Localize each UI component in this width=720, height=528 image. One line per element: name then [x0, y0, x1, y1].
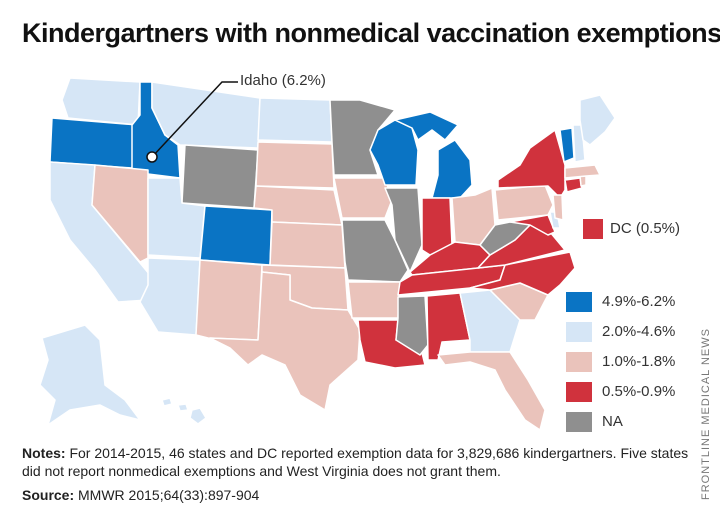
chart-title: Kindergartners with nonmedical vaccinati…: [22, 18, 720, 48]
state-mississippi: [395, 295, 429, 356]
state-oregon: [49, 117, 139, 169]
legend-swatch: [566, 322, 592, 342]
state-maine: [579, 94, 616, 146]
credit: FRONTLINE MEDICAL NEWS: [700, 328, 712, 500]
source: Source: MMWR 2015;64(33):897-904: [22, 487, 259, 503]
legend-label: 4.9%-6.2%: [602, 293, 676, 310]
state-south-dakota: [255, 141, 335, 189]
legend-label: 0.5%-0.9%: [602, 383, 676, 400]
state-florida: [437, 351, 546, 431]
state-michigan: [394, 111, 473, 199]
source-heading: Source:: [22, 487, 75, 503]
state-kansas: [269, 221, 346, 269]
state-texas: [209, 271, 361, 411]
state-maryland: [509, 214, 556, 236]
state-nevada: [91, 164, 149, 263]
state-vermont: [559, 127, 575, 163]
state-washington: [61, 77, 141, 126]
notes-text: For 2014-2015, 46 states and DC reported…: [22, 445, 689, 479]
source-text: MMWR 2015;64(33):897-904: [78, 487, 260, 503]
state-north-dakota: [257, 97, 333, 143]
legend-swatch: [566, 292, 592, 312]
state-hawaii: [161, 397, 207, 425]
legend-swatch: [566, 352, 592, 372]
idaho-callout-label: Idaho (6.2%): [240, 72, 326, 89]
notes: Notes: For 2014-2015, 46 states and DC r…: [22, 444, 702, 480]
idaho-callout-dot: [146, 151, 158, 163]
state-massachusetts: [564, 164, 601, 179]
state-arizona: [139, 257, 201, 336]
state-iowa: [333, 177, 393, 219]
legend-label: NA: [602, 413, 623, 430]
state-north-carolina: [469, 251, 576, 296]
state-arkansas: [347, 281, 401, 319]
state-colorado: [199, 205, 273, 266]
legend-swatch: [566, 412, 592, 432]
state-connecticut: [564, 177, 583, 193]
state-missouri: [341, 219, 409, 283]
dc-label: DC (0.5%): [610, 220, 681, 237]
state-alaska: [39, 324, 141, 426]
legend-swatch: [566, 382, 592, 402]
state-wyoming: [181, 144, 259, 209]
us-map: [39, 77, 616, 431]
dc-swatch: [583, 219, 603, 239]
idaho-callout-line: [151, 81, 238, 158]
state-new-mexico: [195, 259, 263, 341]
state-new-jersey: [552, 194, 564, 221]
legend-label: 2.0%-4.6%: [602, 323, 676, 340]
legend-label: 1.0%-1.8%: [602, 353, 676, 370]
state-pennsylvania: [494, 184, 554, 221]
state-rhode-island: [579, 175, 587, 187]
notes-heading: Notes:: [22, 445, 66, 461]
